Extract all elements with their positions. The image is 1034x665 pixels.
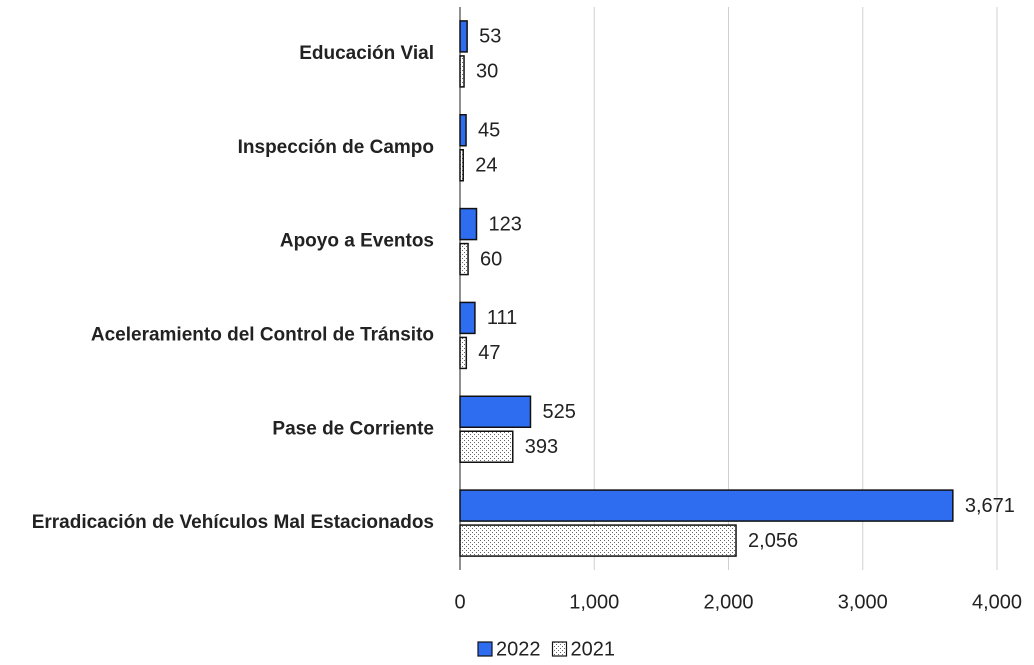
data-label: 3,671 — [965, 495, 1015, 517]
bar — [459, 242, 469, 276]
data-label: 525 — [542, 401, 575, 423]
x-tick-label: 0 — [454, 591, 465, 613]
category-label: Educación Vial — [299, 43, 434, 64]
data-label: 47 — [478, 342, 500, 364]
data-label: 53 — [479, 26, 501, 48]
bar — [459, 114, 467, 147]
bar — [459, 149, 464, 182]
data-label: 30 — [476, 61, 498, 83]
category-label: Apoyo a Eventos — [280, 231, 434, 252]
x-tick-label: 2,000 — [703, 591, 753, 613]
bar — [459, 336, 468, 370]
bar — [459, 524, 737, 557]
data-label: 2,056 — [748, 530, 798, 552]
category-label: Pase de Corriente — [272, 418, 434, 439]
bar — [459, 489, 954, 522]
bar — [459, 55, 465, 88]
data-label: 111 — [487, 307, 517, 329]
x-tick-label: 4,000 — [972, 591, 1022, 613]
data-label: 24 — [475, 155, 497, 177]
legend-swatch — [477, 641, 493, 657]
legend-swatch — [551, 641, 568, 657]
x-tick-label: 3,000 — [838, 591, 888, 613]
x-tick-label: 1,000 — [569, 591, 619, 613]
category-label: Aceleramiento del Control de Tránsito — [91, 324, 434, 345]
bar — [459, 301, 476, 335]
data-label: 60 — [480, 248, 502, 270]
data-label: 45 — [478, 120, 500, 142]
bar — [459, 207, 478, 241]
category-label: Erradicación de Vehículos Mal Estacionad… — [32, 512, 434, 533]
legend-label: 2021 — [571, 638, 616, 660]
data-label: 123 — [489, 213, 522, 235]
data-label: 393 — [525, 436, 558, 458]
bar — [459, 430, 514, 463]
bar — [459, 395, 532, 428]
bar — [459, 20, 468, 53]
legend-label: 2022 — [496, 638, 541, 660]
category-label: Inspección de Campo — [238, 137, 434, 158]
